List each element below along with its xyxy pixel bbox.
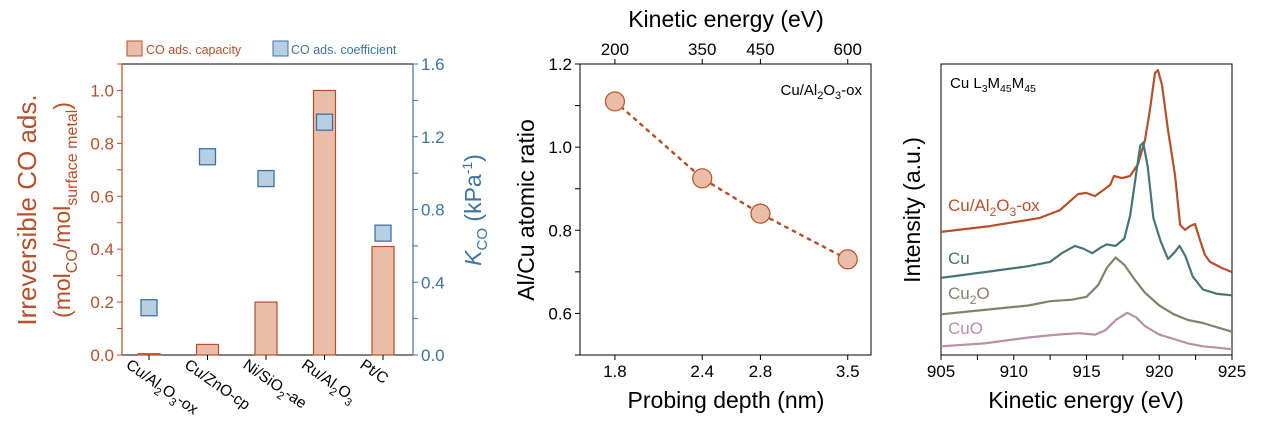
label-cuo: CuO (948, 319, 983, 338)
ratio-point (692, 168, 713, 189)
category-label-part: Ni/SiO (240, 356, 286, 396)
chart-co-adsorption: CO ads. capacity CO ads. coefficient 0.0… (12, 40, 491, 418)
left-axis: 0.6 0.8 1.0 1.2 (548, 55, 580, 356)
bottom-axis: 1.8 2.4 2.8 3.5 (603, 355, 860, 381)
top-axis-title: Kinetic energy (eV) (628, 6, 824, 32)
y-axis-label-left-line2: (molCO/molsurface metal) (49, 102, 81, 318)
left-axis: 0.0 0.2 0.4 0.6 0.8 1.0 (90, 63, 123, 365)
spectrum-line (940, 311, 1233, 351)
ratio-line (613, 100, 849, 261)
category-label-part: 2 (151, 385, 163, 398)
right-tick-label: 1.2 (421, 128, 445, 147)
label-cu2o: Cu2O (948, 284, 990, 307)
category-label-part: 2 (327, 385, 339, 398)
label-cu: Cu (948, 249, 970, 268)
legend-swatch-capacity (126, 40, 143, 57)
spectra-labels: Cu/Al2O3-ox Cu Cu2O CuO (948, 196, 1040, 338)
legend-swatch-coefficient (272, 40, 289, 57)
x-axis-label: Kinetic energy (eV) (988, 387, 1184, 413)
spectrum-title: Cu L3M45M45 (950, 75, 1036, 95)
marker-coefficient (198, 148, 217, 166)
y-axis-label: Al/Cu atomic ratio (513, 119, 539, 301)
x-tick-label: 910 (1000, 362, 1028, 381)
category-label: Pt/C (357, 356, 391, 387)
x-axis: Cu/Al2O3-oxCu/ZnO-cpNi/SiO2-aeRu/Al2O3Pt… (123, 355, 391, 418)
right-tick-label: 0.8 (421, 201, 445, 220)
x-axis-label: Probing depth (nm) (628, 387, 825, 413)
bottom-tick-label: 1.8 (603, 362, 627, 381)
y-axis-label-left-line1: Irreversible CO ads. (12, 94, 42, 325)
category-label-part: Pt/C (357, 356, 391, 387)
right-tick-label: 0.0 (421, 346, 445, 365)
left-tick-label: 0.4 (90, 240, 114, 259)
ratio-point (604, 91, 626, 112)
y-axis-label-right: KCO (kPa-1) (459, 154, 491, 266)
legend-label-coefficient: CO ads. coefficient (291, 43, 397, 57)
top-axis: 200 350 450 600 (601, 40, 862, 64)
y-axis-label: Intensity (a.u.) (899, 137, 925, 283)
bottom-tick-label: 3.5 (836, 362, 860, 381)
legend: CO ads. capacity CO ads. coefficient (126, 40, 397, 57)
left-tick-label: 1.0 (548, 138, 572, 157)
plot-frame (579, 63, 872, 356)
left-tick-label: 0.0 (90, 346, 114, 365)
right-axis: 0.0 0.4 0.8 1.2 1.6 (412, 55, 445, 365)
x-tick-label: 915 (1072, 362, 1100, 381)
left-tick-label: 0.2 (90, 293, 114, 312)
ratio-point (750, 203, 771, 224)
bar-capacity (137, 353, 161, 356)
top-tick-label: 450 (746, 40, 774, 59)
x-tick-label: 920 (1145, 362, 1173, 381)
bottom-tick-label: 2.4 (690, 362, 714, 381)
spectrum-line (940, 69, 1233, 274)
left-tick-label: 0.8 (90, 134, 114, 153)
bar-capacity (371, 245, 395, 356)
left-tick-label: 0.8 (548, 221, 572, 240)
left-tick-label: 1.0 (90, 81, 114, 100)
sample-annotation: Cu/Al2O3-ox (781, 82, 863, 102)
chart-auger-spectra: Cu L3M45M45 Cu/Al2O3-ox Cu Cu2O CuO 905 9… (899, 63, 1246, 413)
x-axis: 905 910 915 920 925 (927, 355, 1246, 381)
category-label-part: 2 (274, 389, 286, 402)
top-tick-label: 200 (601, 40, 629, 59)
marker-coefficient (140, 299, 158, 317)
category-label-part: 3 (166, 396, 178, 409)
right-tick-label: 1.6 (421, 55, 445, 74)
ratio-points (604, 91, 858, 270)
marker-coefficient (315, 113, 334, 131)
bar-capacity (254, 301, 278, 356)
top-tick-label: 350 (688, 40, 716, 59)
top-tick-label: 600 (834, 40, 862, 59)
bar-capacity (195, 343, 220, 356)
category-label-part: -ox (174, 392, 202, 418)
legend-label-capacity: CO ads. capacity (146, 43, 242, 57)
bars (137, 89, 395, 356)
bottom-tick-label: 2.8 (749, 362, 773, 381)
coefficient-markers (140, 113, 392, 317)
category-label-part: -ae (281, 386, 309, 413)
chart-al-cu-ratio: Kinetic energy (eV) 200 350 450 600 1.8 2.4 2… (513, 6, 872, 413)
spectrum-line (940, 141, 1233, 297)
x-tick-label: 925 (1218, 362, 1246, 381)
marker-coefficient (374, 224, 392, 242)
marker-coefficient (257, 169, 275, 188)
left-tick-label: 0.6 (90, 187, 114, 206)
right-tick-label: 0.4 (421, 273, 445, 292)
left-tick-label: 1.2 (548, 55, 572, 74)
spectra (940, 69, 1233, 351)
x-tick-label: 905 (927, 362, 955, 381)
left-tick-label: 0.6 (548, 304, 572, 323)
label-cu-al2o3-ox: Cu/Al2O3-ox (948, 196, 1040, 219)
category-label-part: 3 (342, 396, 354, 409)
ratio-point (837, 249, 858, 270)
ratio-dotted-line (613, 100, 849, 261)
spectrum-line (940, 256, 1233, 333)
